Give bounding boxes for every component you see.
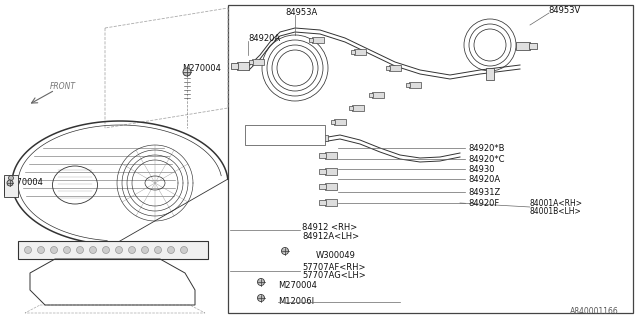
Circle shape [77, 246, 83, 253]
Text: 84001A<RH>: 84001A<RH> [530, 198, 583, 207]
Bar [331, 120, 335, 124]
Bar [334, 119, 346, 125]
Bar [351, 50, 355, 54]
Text: 84930: 84930 [468, 164, 495, 173]
Bar [372, 92, 384, 98]
Bar [313, 136, 317, 140]
Text: 84920A: 84920A [468, 174, 500, 183]
Text: 84920*B: 84920*B [468, 143, 504, 153]
Text: 57707AF<RH>: 57707AF<RH> [302, 263, 365, 273]
Circle shape [257, 278, 264, 285]
Bar [389, 65, 401, 71]
Bar [319, 169, 326, 174]
Bar [319, 153, 326, 158]
Bar [325, 183, 337, 190]
Text: 84942G<LH>: 84942G<LH> [247, 135, 300, 145]
Circle shape [51, 246, 58, 253]
Text: M270004: M270004 [4, 178, 43, 187]
Text: 84953A: 84953A [285, 7, 317, 17]
Text: 84920F: 84920F [468, 198, 499, 207]
Circle shape [7, 180, 13, 186]
Bar [309, 38, 313, 42]
Bar [516, 42, 530, 50]
Text: 57707AG<LH>: 57707AG<LH> [302, 271, 365, 281]
Circle shape [183, 68, 191, 76]
Text: 84920*C: 84920*C [468, 155, 504, 164]
Text: 84001B<LH>: 84001B<LH> [530, 206, 582, 215]
Circle shape [282, 247, 289, 254]
Bar [386, 66, 390, 70]
Circle shape [180, 246, 188, 253]
Bar [486, 68, 494, 80]
Circle shape [102, 246, 109, 253]
Circle shape [90, 246, 97, 253]
Bar [529, 43, 537, 49]
Bar [319, 184, 326, 189]
Text: FRONT: FRONT [50, 82, 76, 91]
Text: M270004: M270004 [182, 63, 221, 73]
Bar [325, 152, 337, 159]
Circle shape [154, 246, 161, 253]
Bar [228, 5, 633, 313]
Circle shape [129, 246, 136, 253]
Bar [245, 125, 325, 145]
Bar [4, 175, 18, 197]
Bar [316, 135, 328, 141]
Circle shape [38, 246, 45, 253]
Text: 84942F<RH>: 84942F<RH> [247, 127, 299, 137]
Text: 84912A<LH>: 84912A<LH> [302, 231, 359, 241]
Text: M270004: M270004 [278, 281, 317, 290]
Bar [349, 106, 353, 110]
Circle shape [24, 246, 31, 253]
Circle shape [8, 175, 13, 180]
Text: 84931Z: 84931Z [468, 188, 500, 196]
Circle shape [257, 294, 264, 301]
Bar [409, 82, 421, 88]
Text: 84920A: 84920A [248, 34, 280, 43]
Text: 84953V: 84953V [548, 5, 580, 14]
Circle shape [115, 246, 122, 253]
Bar [18, 241, 208, 259]
Bar [252, 59, 264, 65]
Text: M12006I: M12006I [278, 298, 314, 307]
Text: 84912 <RH>: 84912 <RH> [302, 222, 357, 231]
Bar [406, 83, 410, 87]
Bar [312, 37, 324, 43]
Circle shape [168, 246, 175, 253]
Bar [325, 168, 337, 175]
Text: A840001166: A840001166 [570, 308, 619, 316]
Bar [319, 200, 326, 205]
Bar [231, 63, 238, 69]
Circle shape [63, 246, 70, 253]
Bar [249, 60, 253, 64]
Bar [237, 62, 249, 70]
Bar [325, 199, 337, 206]
Bar [369, 93, 373, 97]
Circle shape [141, 246, 148, 253]
Bar [352, 105, 364, 111]
Circle shape [184, 68, 191, 76]
Bar [354, 49, 366, 55]
Text: W300049: W300049 [316, 251, 356, 260]
